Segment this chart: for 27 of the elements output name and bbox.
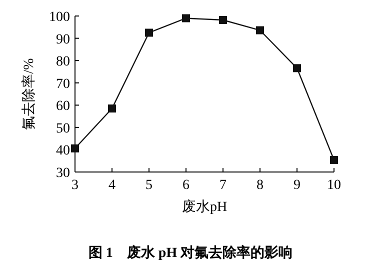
y-tick-label: 40: [56, 144, 70, 159]
y-tick-label: 70: [56, 76, 70, 92]
point: [182, 14, 190, 22]
point: [219, 16, 227, 24]
x-tick-label: 7: [220, 178, 226, 193]
y-tick-label: 100: [49, 10, 70, 25]
y-tick-label: 50: [56, 121, 70, 136]
y-tick-label: 30: [56, 166, 70, 181]
x-tick-label: 8: [256, 178, 264, 193]
x-tick-label: 4: [108, 178, 116, 193]
y-tick-label: 80: [56, 54, 70, 70]
x-axis-title: 废水pH: [182, 199, 228, 215]
point: [256, 26, 264, 34]
x-tick-label: 3: [72, 178, 78, 193]
y-tick-label: 60: [56, 99, 70, 114]
x-tick-label: 5: [146, 178, 152, 193]
point: [145, 28, 153, 37]
x-tick-label: 9: [294, 178, 300, 193]
text: 图 1 废水 pH 对氟去除率的影响: [88, 244, 293, 261]
x-tick-label: 6: [182, 178, 190, 193]
x-tick-label: 10: [327, 178, 341, 193]
point: [108, 104, 116, 112]
point: [293, 64, 301, 72]
y-tick-label: 90: [56, 32, 70, 48]
point: [71, 144, 79, 152]
point: [330, 156, 338, 164]
y-axis-title: 氟去除率/%: [21, 58, 37, 130]
